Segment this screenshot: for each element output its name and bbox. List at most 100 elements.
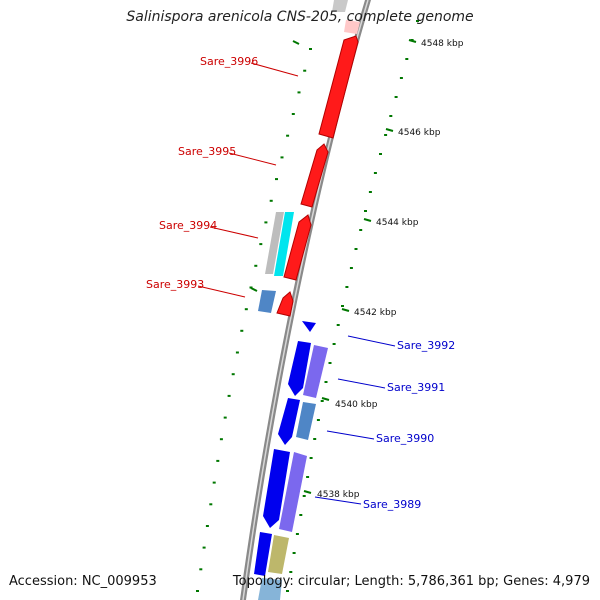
inner-minor-tick <box>219 438 223 441</box>
outer-tick-ring <box>286 20 419 592</box>
gene-label-sare-3993[interactable]: Sare_3993 <box>146 278 204 291</box>
major-tick <box>303 490 312 494</box>
major-ticks: 4548 kbp 4546 kbp 4544 kbp 4542 kbp 4540… <box>250 39 464 500</box>
gene-label-sare-3994[interactable]: Sare_3994 <box>159 219 217 232</box>
inner-minor-tick <box>264 221 268 224</box>
gene-arrow-sare-3990[interactable] <box>278 398 300 445</box>
major-tick <box>408 39 417 43</box>
other-features <box>258 0 348 313</box>
inner-minor-tick <box>275 178 278 181</box>
gene-label-sare-3990[interactable]: Sare_3990 <box>376 432 434 445</box>
leader-line <box>197 285 246 298</box>
inner-minor-tick <box>280 156 284 159</box>
khaki-feature[interactable] <box>268 535 289 574</box>
gene-label-sare-3996[interactable]: Sare_3996 <box>200 55 258 68</box>
outer-minor-tick <box>316 419 320 421</box>
outer-minor-tick <box>373 172 377 174</box>
inner-minor-tick <box>249 286 253 289</box>
outer-minor-tick <box>345 286 349 288</box>
outer-minor-tick <box>332 343 336 345</box>
accession-text: Accession: NC_009953 <box>9 574 157 589</box>
tick-label: 4544 kbp <box>376 218 419 228</box>
inner-tick-ring <box>196 48 312 592</box>
outer-minor-tick <box>302 495 306 497</box>
purple-feature[interactable] <box>303 345 328 398</box>
major-tick <box>341 308 350 312</box>
inner-minor-tick <box>202 546 206 549</box>
topology-text: Topology: circular; Length: 5,786,361 bp… <box>232 574 590 589</box>
gene-label-sare-3992[interactable]: Sare_3992 <box>397 339 455 352</box>
leader-line <box>337 378 386 389</box>
gene-label-sare-3991[interactable]: Sare_3991 <box>387 381 445 394</box>
outer-minor-tick <box>295 533 299 535</box>
leader-line <box>326 430 375 440</box>
forward-strand-features <box>276 20 360 317</box>
outer-minor-tick <box>394 96 398 98</box>
leader-line <box>228 152 277 166</box>
inner-minor-tick <box>231 373 235 376</box>
reverse-strand-features <box>254 321 316 576</box>
outer-minor-tick <box>349 267 353 269</box>
outer-minor-tick <box>320 400 324 402</box>
inner-minor-tick <box>212 481 216 484</box>
major-tick <box>321 397 330 401</box>
outer-minor-tick <box>286 590 289 592</box>
inner-minor-tick <box>227 394 231 397</box>
outer-minor-tick <box>324 381 328 383</box>
gene-arrow-reverse-bottom[interactable] <box>254 532 272 576</box>
tick-label: 4538 kbp <box>317 490 360 500</box>
outer-minor-tick <box>368 191 372 193</box>
major-tick <box>292 40 300 45</box>
outer-minor-tick <box>299 514 303 516</box>
leader-line <box>250 62 299 77</box>
outer-minor-tick <box>359 229 363 231</box>
inner-minor-tick <box>303 69 307 72</box>
gene-arrow-sare-3989[interactable] <box>263 449 290 528</box>
outer-minor-tick <box>309 457 313 459</box>
gene-label-sare-3995[interactable]: Sare_3995 <box>178 145 236 158</box>
inner-minor-tick <box>196 590 199 592</box>
steel-feature-bottom[interactable] <box>258 578 282 600</box>
steel-feature[interactable] <box>296 402 316 440</box>
gene-label-sare-3989[interactable]: Sare_3989 <box>363 498 421 511</box>
outer-minor-tick <box>416 20 419 22</box>
steel-feature-top[interactable] <box>332 0 348 12</box>
inner-minor-tick <box>205 525 209 527</box>
purple-feature[interactable] <box>279 452 307 532</box>
map-title: Salinispora arenicola CNS-205, complete … <box>126 9 474 25</box>
outer-minor-tick <box>336 324 340 326</box>
grey-feature[interactable] <box>265 212 284 274</box>
gene-arrow-sare-3994[interactable] <box>283 214 312 281</box>
tick-label: 4548 kbp <box>421 39 464 49</box>
major-tick <box>385 128 394 132</box>
inner-minor-tick <box>291 113 295 115</box>
gene-arrow-sare-3992[interactable] <box>302 321 316 332</box>
outer-minor-tick <box>289 571 293 573</box>
tick-label: 4540 kbp <box>335 400 378 410</box>
outer-minor-tick <box>364 210 367 212</box>
gene-arrow-sare-3996[interactable] <box>318 35 359 139</box>
outer-minor-tick <box>313 438 317 440</box>
inner-minor-tick <box>259 243 263 246</box>
outer-minor-tick <box>399 77 403 79</box>
gene-arrow-sare-3996-top[interactable] <box>344 20 360 34</box>
cyan-feature[interactable] <box>274 212 294 276</box>
inner-minor-tick <box>209 503 213 506</box>
inner-minor-tick <box>297 91 301 94</box>
outer-minor-tick <box>292 552 296 554</box>
outer-minor-tick <box>389 115 393 117</box>
reverse-side-features <box>258 345 328 600</box>
leader-line <box>209 226 259 239</box>
gene-arrow-sare-3995[interactable] <box>300 143 329 208</box>
leader-line <box>347 335 396 347</box>
steel-feature[interactable] <box>258 290 276 313</box>
outer-minor-tick <box>384 134 388 136</box>
inner-minor-tick <box>240 329 244 332</box>
tick-label: 4542 kbp <box>354 308 397 318</box>
inner-minor-tick <box>269 199 273 202</box>
gene-arrow-sare-3991[interactable] <box>288 341 311 396</box>
gene-arrow-sare-3993[interactable] <box>276 291 294 317</box>
inner-minor-tick <box>286 134 290 137</box>
backbone <box>240 0 371 600</box>
